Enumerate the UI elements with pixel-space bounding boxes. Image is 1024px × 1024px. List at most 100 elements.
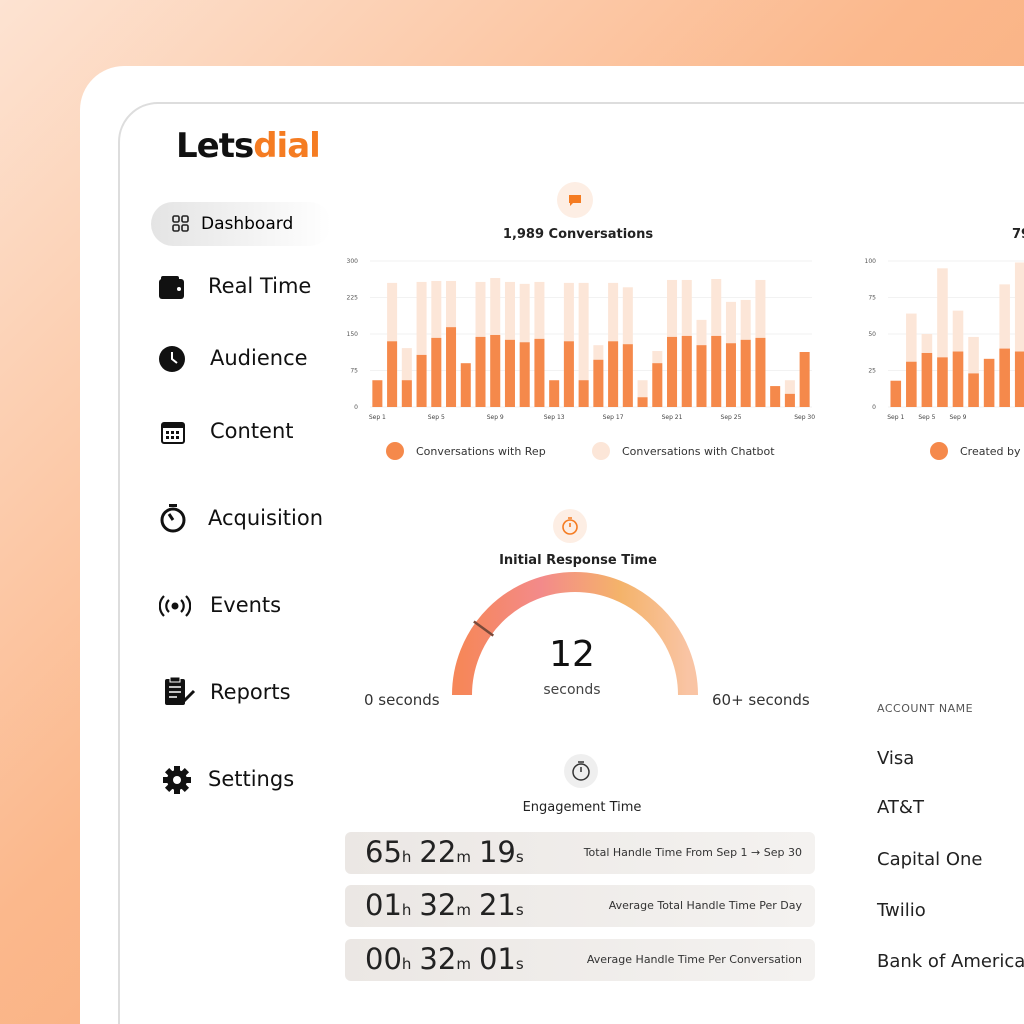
bar [608, 341, 619, 407]
y-tick-label: 100 [865, 258, 877, 265]
legend-swatch [930, 442, 948, 460]
stat-value: 65h 22m 19s [365, 835, 532, 869]
stat-unit: h [401, 848, 412, 866]
icon [557, 182, 593, 218]
bar [446, 327, 457, 407]
icon [172, 215, 189, 232]
chart-title: 79 [1012, 227, 1024, 242]
nav-label[interactable]: Content [210, 419, 294, 443]
x-tick-label: Sep 9 [949, 414, 966, 421]
bar [652, 363, 663, 407]
bar [999, 284, 1010, 407]
x-tick-label: Sep 9 [487, 414, 504, 421]
bar [937, 268, 948, 407]
stat-unit: s [515, 955, 524, 973]
nav-label[interactable]: Settings [208, 767, 295, 791]
gauge-min: 0 seconds [364, 691, 440, 709]
gauge-title: Initial Response Time [499, 553, 657, 568]
icon [159, 276, 184, 299]
bar [578, 282, 589, 407]
bar [416, 281, 427, 407]
stat-label: Average Total Handle Time Per Day [608, 899, 802, 912]
nav-label[interactable]: Reports [210, 680, 291, 704]
bar-chart: 0 25 50 75 100 Sep 1 Sep 5 Sep 9 [865, 258, 1024, 421]
bar [968, 373, 979, 407]
nav-label[interactable]: Real Time [208, 274, 312, 298]
bar [475, 336, 486, 407]
table-cell: Capital One [877, 849, 983, 870]
table-header: ACCOUNT NAME [877, 702, 974, 715]
chart-title: 1,989 Conversations [502, 227, 654, 242]
bar [1014, 351, 1024, 407]
y-tick-label: 50 [868, 331, 876, 338]
bar [784, 393, 795, 407]
bar [372, 380, 383, 407]
y-tick-label: 0 [354, 404, 358, 411]
nav-label[interactable]: Acquisition [208, 506, 324, 530]
stat-unit: s [515, 848, 524, 866]
bar [921, 352, 933, 407]
bar [784, 380, 795, 407]
icon [159, 346, 185, 372]
panel-border [118, 102, 1024, 1024]
bar [431, 337, 442, 407]
table-cell: Bank of America [877, 951, 1024, 972]
bar [667, 336, 678, 407]
bar [725, 343, 736, 407]
y-tick-label: 300 [347, 258, 359, 265]
bar [637, 380, 648, 407]
x-tick-label: Sep 17 [603, 414, 624, 421]
bar [637, 397, 648, 407]
stat-number: 01 [478, 942, 516, 976]
x-tick-label: Sep 13 [544, 414, 565, 421]
logo: Letsdial [176, 126, 321, 166]
icon [553, 509, 587, 543]
stat-unit: s [515, 901, 524, 919]
bar [696, 345, 707, 407]
stat-number: 32 [419, 888, 457, 922]
stat-label: Total Handle Time From Sep 1 → Sep 30 [583, 846, 802, 859]
gauge-unit: seconds [543, 682, 601, 698]
bar [999, 348, 1010, 407]
table-cell: AT&T [877, 797, 924, 818]
y-tick-label: 150 [347, 331, 359, 338]
x-tick-label: Sep 25 [721, 414, 742, 421]
bar [770, 386, 781, 407]
legend-item: Conversations with Chatbot [592, 442, 775, 460]
nav-item-active[interactable]: Dashboard [151, 202, 331, 246]
stat-value: 00h 32m 01s [365, 942, 532, 976]
bar [593, 359, 604, 407]
logo-text: dial [253, 126, 321, 166]
bar [983, 358, 995, 407]
bar [622, 344, 633, 407]
bar [460, 363, 471, 407]
stat-unit: m [456, 955, 471, 973]
stat-number: 22 [419, 835, 457, 869]
gauge-max: 60+ seconds [712, 691, 810, 709]
nav-label: Dashboard [201, 214, 294, 234]
legend-label: Conversations with Chatbot [622, 444, 775, 458]
bar [755, 337, 766, 407]
x-tick-label: Sep 30 [794, 414, 815, 421]
y-tick-label: 0 [872, 404, 876, 411]
section-title: Engagement Time [522, 800, 642, 815]
stat-number: 65 [365, 835, 402, 869]
bar [952, 351, 964, 407]
stat-number: 19 [478, 835, 516, 869]
legend-item: Created by E [930, 442, 1024, 460]
legend: Conversations with Rep Conversations with… [386, 442, 826, 462]
gauge-arc [452, 572, 698, 696]
legend-label: Conversations with Rep [416, 444, 546, 458]
bar [490, 334, 501, 407]
legend: Created by E [930, 442, 1024, 462]
bar [740, 339, 751, 407]
icon [564, 754, 598, 788]
bar [906, 313, 917, 407]
stat-number: 21 [478, 888, 516, 922]
nav-label[interactable]: Events [210, 593, 282, 617]
nav-label[interactable]: Audience [210, 346, 308, 370]
icon [160, 504, 186, 533]
gauge-marker [473, 620, 495, 637]
bar [401, 348, 412, 407]
bar [549, 380, 560, 407]
